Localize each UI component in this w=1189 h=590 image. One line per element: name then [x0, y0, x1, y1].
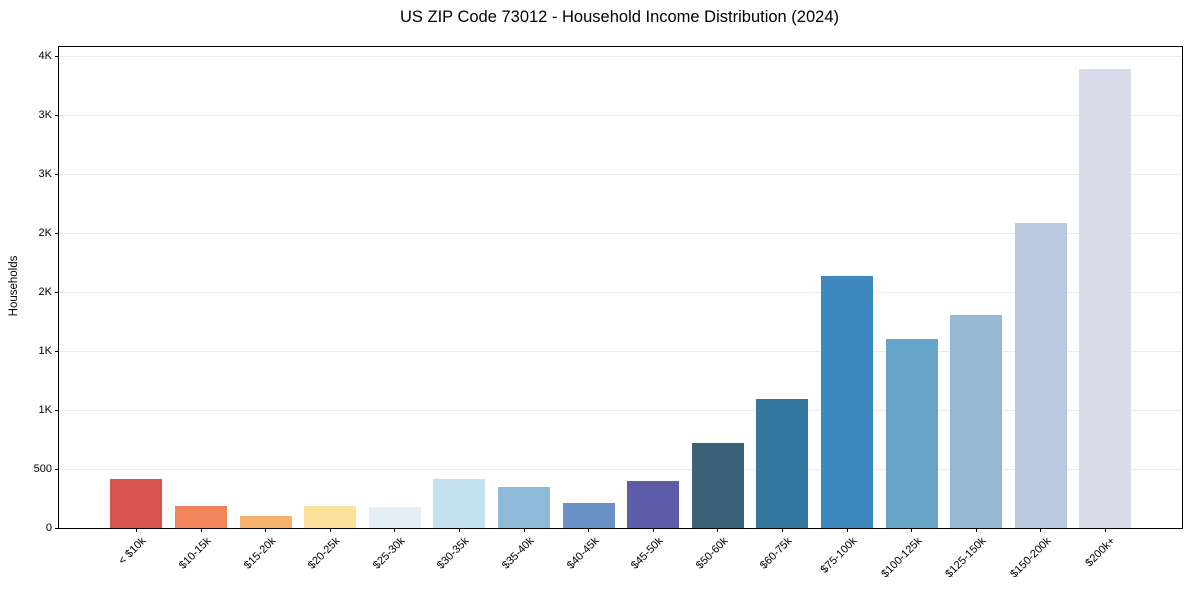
x-tick-mark: [329, 528, 331, 532]
x-tick-mark: [652, 528, 654, 532]
gridline: [59, 173, 1182, 175]
bar-75-100k: [821, 275, 873, 528]
y-tick-label: 1K: [38, 403, 52, 416]
bar-60-75k: [756, 399, 809, 528]
x-tick-mark: [717, 528, 719, 532]
x-tick-label: $125-150k: [943, 535, 989, 581]
y-tick-mark: [55, 114, 59, 116]
x-tick-mark: [135, 528, 137, 532]
gridline: [59, 468, 1182, 470]
gridline: [59, 114, 1182, 116]
y-tick-mark: [55, 468, 59, 470]
x-tick-label: $75-100k: [818, 535, 860, 576]
bar-50-60k: [691, 443, 744, 528]
y-tick-label: 1K: [38, 344, 52, 357]
x-tick-mark: [394, 528, 396, 532]
x-tick-label: $100-125k: [878, 535, 925, 581]
x-tick-label: $20-25k: [306, 535, 343, 572]
y-tick-mark: [55, 409, 59, 411]
bar-40-45k: [562, 502, 615, 528]
x-tick-label: $45-50k: [629, 535, 666, 572]
x-tick-mark: [1040, 528, 1042, 532]
x-tick-mark: [911, 528, 913, 532]
y-tick-label: 2K: [38, 226, 52, 239]
x-tick-label: $25-30k: [370, 535, 408, 572]
bar-150-200k: [1014, 223, 1067, 528]
gridline: [59, 291, 1182, 293]
y-tick-label: 4K: [38, 49, 52, 62]
y-tick-mark: [55, 528, 59, 529]
bar-25-30k: [368, 507, 421, 528]
y-axis-label: Households: [8, 255, 20, 317]
bar-10k: [110, 479, 163, 528]
x-tick-mark: [1104, 528, 1106, 532]
x-tick-label: $50-60k: [693, 535, 731, 572]
gridline: [59, 409, 1182, 411]
x-tick-label: $40-45k: [564, 535, 602, 572]
y-tick-mark: [55, 350, 59, 352]
chart-title: US ZIP Code 73012 - Household Income Dis…: [399, 8, 839, 26]
bar-125-150k: [950, 314, 1003, 528]
bar-20-25k: [304, 506, 357, 528]
x-tick-mark: [458, 528, 460, 532]
x-tick-mark: [588, 528, 590, 532]
x-tick-label: $35-40k: [499, 535, 537, 572]
plot-area: 0 500 1K 1K 2K 2K 3K 3K 4K < $10k $10-15k $15-20k $2…: [34, 46, 1183, 580]
x-tick-label: $60-75k: [758, 535, 795, 572]
y-tick-mark: [55, 291, 59, 293]
y-tick-label: 3K: [38, 167, 52, 180]
x-tick-label: $200k+: [1083, 535, 1118, 570]
gridline: [59, 55, 1182, 57]
x-tick-label: $15-20k: [241, 535, 279, 572]
y-tick-label: 500: [33, 462, 52, 475]
x-tick-label: $150-200k: [1008, 535, 1054, 581]
x-tick-label: $30-35k: [435, 535, 472, 572]
x-tick-mark: [781, 528, 783, 532]
x-tick-label: < $10k: [116, 535, 149, 568]
bar-35-40k: [498, 487, 550, 528]
x-tick-mark: [523, 528, 525, 532]
y-tick-label: 0: [45, 522, 52, 534]
bar-10-15k: [175, 505, 227, 528]
x-tick-mark: [975, 528, 977, 532]
bar-15-20k: [239, 516, 292, 528]
y-tick-label: 3K: [38, 108, 52, 121]
x-tick-mark: [200, 528, 202, 532]
x-tick-mark: [846, 528, 848, 532]
bar-30-35k: [433, 479, 486, 528]
x-tick-mark: [265, 528, 267, 532]
gridline: [59, 232, 1182, 234]
bar-200k: [1079, 69, 1132, 528]
bar-100-125k: [885, 339, 938, 528]
y-tick-mark: [55, 173, 59, 175]
y-tick-label: 2K: [38, 285, 52, 298]
x-tick-label: $10-15k: [176, 535, 214, 572]
y-tick-mark: [55, 232, 59, 234]
gridline: [59, 350, 1182, 352]
bar-45-50k: [627, 481, 680, 528]
y-tick-mark: [55, 55, 59, 57]
